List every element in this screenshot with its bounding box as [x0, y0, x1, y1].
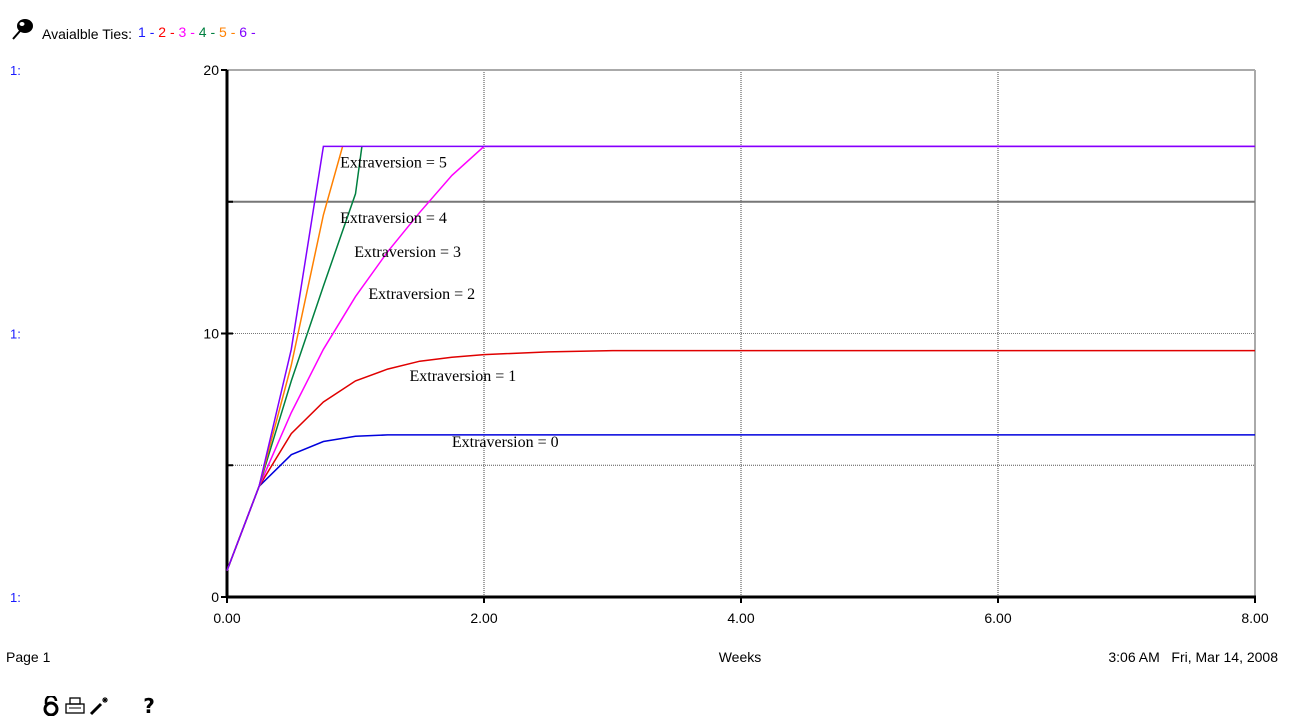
x-tick-label: 2.00: [470, 610, 497, 626]
separator: -: [247, 24, 256, 40]
x-tick-label: 4.00: [727, 610, 754, 626]
y-scale-label: 1:: [10, 327, 21, 342]
series-annotation: Extraversion = 4: [340, 210, 447, 227]
page-number: Page 1: [6, 649, 51, 665]
y-tick-label: 20: [203, 62, 219, 78]
series-annotation: Extraversion = 5: [340, 154, 447, 171]
tie-6[interactable]: 6: [239, 24, 248, 40]
x-tick-label: 6.00: [984, 610, 1011, 626]
separator: -: [166, 24, 179, 40]
line-chart: 0.00 2.00 4.00 6.00 8.00 0 10 20 1: 1: 1: Extravers…: [10, 62, 1269, 626]
pushpin-icon[interactable]: [10, 16, 36, 42]
y-scale-label: 1:: [10, 63, 21, 78]
tie-legend: Avaialble Ties: 1 - 2 - 3 - 4 - 5 - 6 -: [10, 8, 256, 42]
x-tick-label: 8.00: [1241, 610, 1268, 626]
x-axis-label: Weeks: [718, 649, 762, 665]
series-line-5: [226, 145, 1255, 571]
series-annotation: Extraversion = 0: [452, 434, 559, 451]
magic-wand-icon[interactable]: [88, 694, 110, 718]
separator: -: [186, 24, 199, 40]
series-line-0: [226, 434, 1255, 571]
y-tick-label: 0: [211, 589, 219, 605]
tie-2[interactable]: 2: [158, 24, 167, 40]
x-tick-label: 0.00: [213, 610, 240, 626]
series-annotation: Extraversion = 1: [409, 368, 516, 385]
separator: -: [206, 24, 220, 40]
y-scale-label: 1:: [10, 590, 21, 605]
lock-icon[interactable]: [40, 694, 62, 718]
tie-5[interactable]: 5: [219, 24, 227, 40]
legend-label: Avaialble Ties:: [42, 26, 133, 42]
toolbar: ?: [40, 694, 160, 718]
timestamp: 3:06 AM Fri, Mar 14, 2008: [1108, 649, 1278, 665]
tie-3[interactable]: 3: [178, 24, 187, 40]
separator: -: [145, 24, 159, 40]
printer-icon[interactable]: [64, 694, 86, 718]
series-line-1: [226, 349, 1255, 571]
tie-4[interactable]: 4: [198, 24, 207, 40]
series-annotation: Extraversion = 2: [368, 286, 475, 303]
series-annotation: Extraversion = 3: [354, 244, 461, 261]
series-line-4: [226, 146, 344, 571]
y-tick-label: 10: [203, 326, 219, 342]
legend-items: 1 - 2 - 3 - 4 - 5 - 6 -: [138, 24, 256, 42]
help-button[interactable]: ?: [143, 694, 155, 718]
separator: -: [226, 24, 240, 40]
tie-1[interactable]: 1: [138, 24, 146, 40]
